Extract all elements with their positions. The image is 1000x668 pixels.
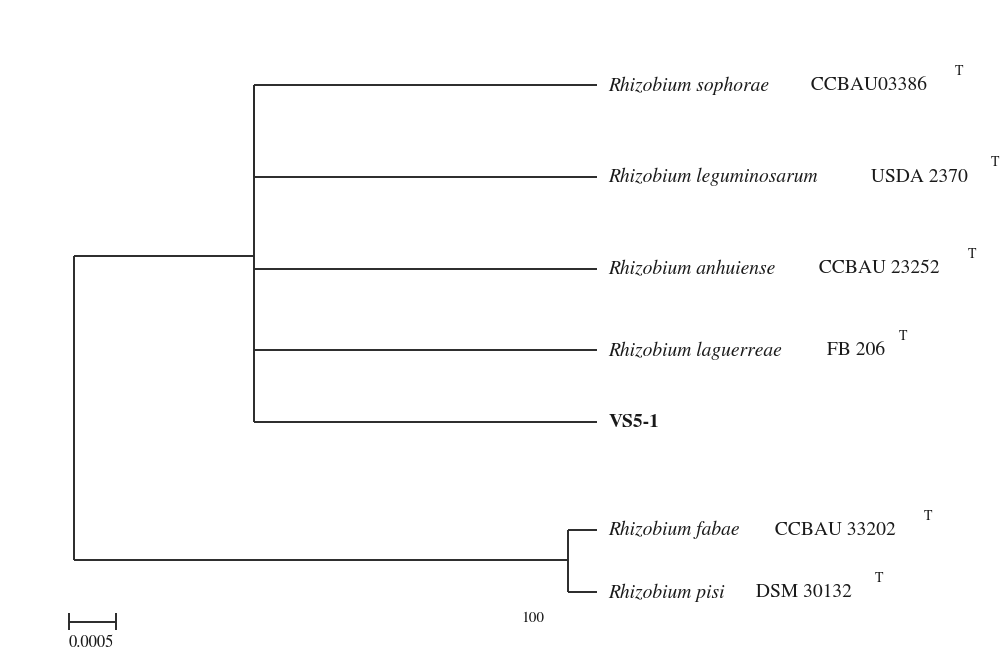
Text: Rhizobium sophorae: Rhizobium sophorae <box>608 76 769 95</box>
Text: T: T <box>954 64 963 77</box>
Text: T: T <box>899 329 907 343</box>
Text: CCBAU 33202: CCBAU 33202 <box>770 522 895 539</box>
Text: CCBAU 23252: CCBAU 23252 <box>814 260 939 277</box>
Text: 100: 100 <box>522 612 545 625</box>
Text: T: T <box>991 156 999 169</box>
Text: 0.0005: 0.0005 <box>69 635 114 651</box>
Text: DSM 30132: DSM 30132 <box>751 584 852 601</box>
Text: T: T <box>875 571 883 584</box>
Text: CCBAU03386: CCBAU03386 <box>806 77 927 94</box>
Text: T: T <box>968 248 976 261</box>
Text: USDA 2370: USDA 2370 <box>866 168 967 186</box>
Text: FB 206: FB 206 <box>822 342 885 359</box>
Text: Rhizobium anhuiense: Rhizobium anhuiense <box>608 259 776 278</box>
Text: Rhizobium laguerreae: Rhizobium laguerreae <box>608 341 782 359</box>
Text: T: T <box>924 509 932 522</box>
Text: Rhizobium leguminosarum: Rhizobium leguminosarum <box>608 168 818 186</box>
Text: Rhizobium fabae: Rhizobium fabae <box>608 521 740 540</box>
Text: VS5-1: VS5-1 <box>608 413 659 431</box>
Text: Rhizobium pisi: Rhizobium pisi <box>608 583 725 602</box>
